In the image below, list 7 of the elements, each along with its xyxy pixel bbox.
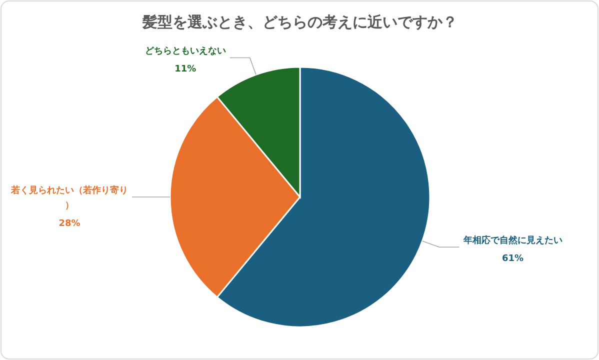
chart-title: 髪型を選ぶとき、どちらの考えに近いですか？ — [142, 13, 458, 31]
data-label: 11% — [174, 64, 196, 75]
data-label: 61% — [502, 254, 524, 264]
slice-label: どちらともいえない — [144, 46, 226, 57]
data-label: 28% — [58, 219, 80, 229]
slice-label: 若く見られたい（若作り寄り） — [10, 185, 128, 211]
slice-label: 年相応で自然に見えたい — [462, 235, 562, 246]
